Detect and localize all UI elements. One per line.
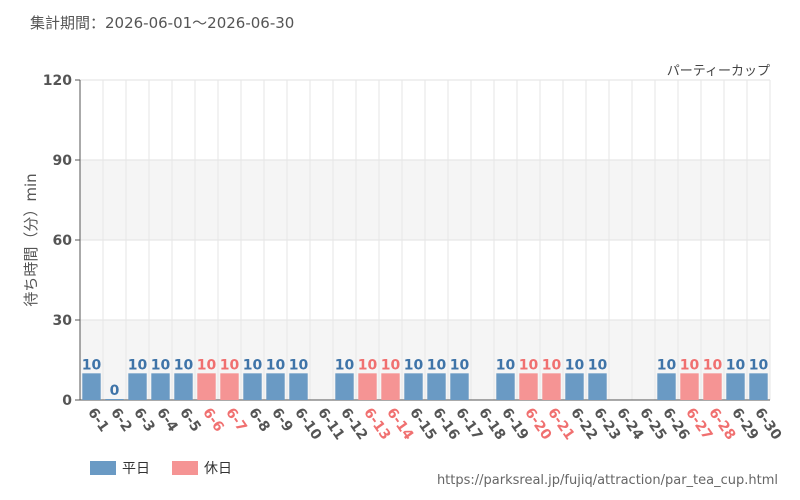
bar-value-label: 0 [110,383,120,399]
bar-value-label: 10 [151,357,171,373]
legend: 平日 休日 [90,458,232,478]
bar [105,399,124,400]
bar-value-label: 10 [657,357,677,373]
bar [174,373,193,400]
bar-value-label: 10 [726,357,746,373]
x-tick-label: 6-7 [222,405,250,435]
bar-value-label: 10 [588,357,608,373]
legend-weekday-label: 平日 [122,461,150,477]
bar-value-label: 10 [749,357,769,373]
bar-value-label: 10 [703,357,723,373]
period-label: 集計期間：2026-06-01〜2026-06-30 [30,14,295,32]
bar [496,373,515,400]
bar [450,373,469,400]
source-url[interactable]: https://parksreal.jp/fujiq/attraction/pa… [436,473,778,488]
y-tick-label: 60 [53,233,73,249]
bar [243,373,262,400]
legend-holiday-label: 休日 [204,461,232,477]
x-tick-label: 6-30 [751,405,784,443]
attraction-title: パーティーカップ [666,64,770,79]
bar-value-label: 10 [82,357,102,373]
bar [266,373,285,400]
bar-value-label: 10 [519,357,539,373]
bar-value-label: 10 [335,357,355,373]
bar-value-label: 10 [266,357,286,373]
x-tick-label: 6-3 [130,405,158,435]
bar [680,373,699,400]
bar-value-label: 10 [220,357,240,373]
bar [588,373,607,400]
bar-value-label: 10 [450,357,470,373]
x-tick-label: 6-8 [245,405,273,435]
bar [197,373,216,400]
bar [657,373,676,400]
bar [128,373,147,400]
bar-value-label: 10 [427,357,447,373]
bar [289,373,308,400]
bar [703,373,722,400]
bar-value-label: 10 [197,357,217,373]
bar-value-label: 10 [542,357,562,373]
y-tick-label: 30 [53,313,73,329]
bar-value-label: 10 [174,357,194,373]
bar [726,373,745,400]
x-tick-label: 6-4 [153,405,181,435]
y-tick-label: 90 [53,153,73,169]
bar-value-label: 10 [128,357,148,373]
y-tick-label: 120 [43,73,72,89]
x-tick-label: 6-9 [268,405,296,435]
bar [749,373,768,400]
bar-value-label: 10 [680,357,700,373]
x-tick-label: 6-5 [176,405,204,435]
bar [151,373,170,400]
holiday-swatch [172,461,198,475]
bar-value-label: 10 [243,357,263,373]
weekday-swatch [90,461,116,475]
legend-weekday: 平日 [90,458,150,478]
bar-value-label: 10 [381,357,401,373]
x-tick-label: 6-2 [107,405,135,435]
y-tick-label: 0 [62,393,72,409]
bar [220,373,239,400]
bar-value-label: 10 [358,357,378,373]
bar-value-label: 10 [496,357,516,373]
bar [335,373,354,400]
bar [542,373,561,400]
bar [427,373,446,400]
bar [82,373,101,400]
legend-holiday: 休日 [172,458,232,478]
bar [519,373,538,400]
bar-value-label: 10 [404,357,424,373]
bar-value-label: 10 [289,357,309,373]
x-tick-label: 6-1 [84,405,112,435]
bar [565,373,584,400]
bar-value-label: 10 [565,357,585,373]
y-axis-label: 待ち時間（分）min [22,173,40,306]
x-tick-label: 6-6 [199,405,227,435]
bar [381,373,400,400]
bar [404,373,423,400]
bar [358,373,377,400]
